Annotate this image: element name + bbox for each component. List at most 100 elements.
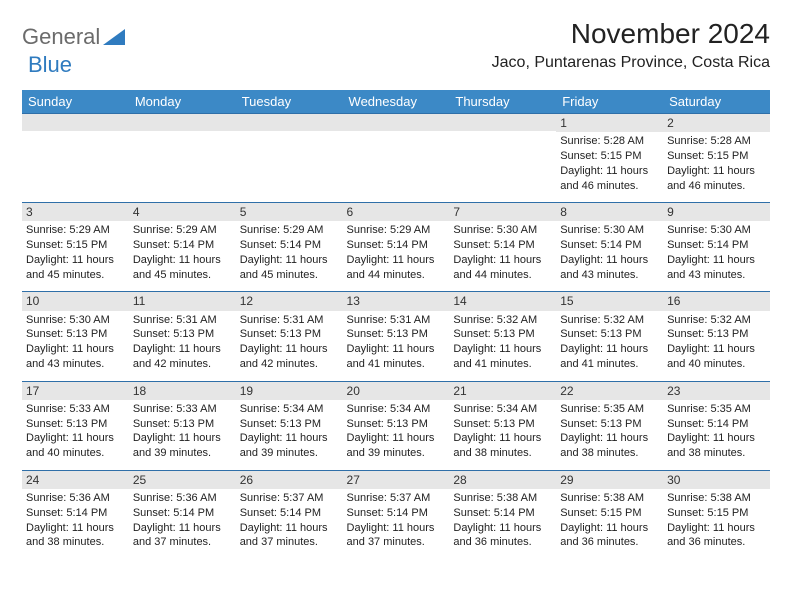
- day-details: Sunrise: 5:37 AMSunset: 5:14 PMDaylight:…: [343, 489, 450, 559]
- day-details: Sunrise: 5:34 AMSunset: 5:13 PMDaylight:…: [236, 400, 343, 470]
- logo-triangle-icon: [103, 29, 125, 45]
- sunrise-label: Sunrise:: [560, 492, 603, 504]
- sunrise-label: Sunrise:: [26, 314, 69, 326]
- day-number: 10: [22, 292, 129, 310]
- day-details: Sunrise: 5:36 AMSunset: 5:14 PMDaylight:…: [129, 489, 236, 559]
- day-number: 22: [556, 382, 663, 400]
- daylight-line: Daylight: 11 hours and 38 minutes.: [26, 521, 125, 551]
- sunset-value: 5:13 PM: [173, 418, 214, 430]
- daylight-label: Daylight:: [667, 254, 713, 266]
- day-details: Sunrise: 5:34 AMSunset: 5:13 PMDaylight:…: [449, 400, 556, 470]
- sunset-label: Sunset:: [347, 418, 387, 430]
- day-number: 26: [236, 471, 343, 489]
- daylight-label: Daylight:: [26, 343, 72, 355]
- daylight-line: Daylight: 11 hours and 41 minutes.: [453, 342, 552, 372]
- day-number: 5: [236, 203, 343, 221]
- sunrise-line: Sunrise: 5:34 AM: [453, 402, 552, 417]
- day-details: Sunrise: 5:37 AMSunset: 5:14 PMDaylight:…: [236, 489, 343, 559]
- sunrise-line: Sunrise: 5:38 AM: [667, 491, 766, 506]
- day-number: 23: [663, 382, 770, 400]
- daylight-line: Daylight: 11 hours and 41 minutes.: [347, 342, 446, 372]
- sunrise-line: Sunrise: 5:30 AM: [667, 223, 766, 238]
- sunset-label: Sunset:: [240, 507, 280, 519]
- sunrise-value: 5:38 AM: [604, 492, 644, 504]
- day-number: 19: [236, 382, 343, 400]
- sunrise-label: Sunrise:: [240, 403, 283, 415]
- calendar-row: 10Sunrise: 5:30 AMSunset: 5:13 PMDayligh…: [22, 292, 770, 381]
- daylight-line: Daylight: 11 hours and 43 minutes.: [26, 342, 125, 372]
- sunrise-line: Sunrise: 5:32 AM: [453, 313, 552, 328]
- sunset-label: Sunset:: [667, 150, 707, 162]
- logo: General: [22, 18, 125, 50]
- daylight-label: Daylight:: [240, 432, 286, 444]
- daylight-line: Daylight: 11 hours and 36 minutes.: [667, 521, 766, 551]
- sunrise-label: Sunrise:: [347, 224, 390, 236]
- daylight-line: Daylight: 11 hours and 39 minutes.: [347, 431, 446, 461]
- day-number: 14: [449, 292, 556, 310]
- sunrise-line: Sunrise: 5:38 AM: [453, 491, 552, 506]
- sunset-line: Sunset: 5:13 PM: [560, 417, 659, 432]
- sunset-line: Sunset: 5:13 PM: [453, 327, 552, 342]
- sunset-value: 5:13 PM: [387, 418, 428, 430]
- sunset-line: Sunset: 5:14 PM: [240, 238, 339, 253]
- day-details: Sunrise: 5:29 AMSunset: 5:15 PMDaylight:…: [22, 221, 129, 291]
- sunset-value: 5:13 PM: [280, 328, 321, 340]
- daylight-label: Daylight:: [240, 343, 286, 355]
- sunset-line: Sunset: 5:14 PM: [26, 506, 125, 521]
- sunrise-label: Sunrise:: [453, 492, 496, 504]
- day-number-empty: [22, 114, 129, 131]
- calendar-cell: 22Sunrise: 5:35 AMSunset: 5:13 PMDayligh…: [556, 381, 663, 470]
- sunset-line: Sunset: 5:13 PM: [560, 327, 659, 342]
- daylight-line: Daylight: 11 hours and 42 minutes.: [133, 342, 232, 372]
- calendar-cell: 1Sunrise: 5:28 AMSunset: 5:15 PMDaylight…: [556, 114, 663, 203]
- sunrise-label: Sunrise:: [133, 492, 176, 504]
- calendar-cell: 23Sunrise: 5:35 AMSunset: 5:14 PMDayligh…: [663, 381, 770, 470]
- sunrise-line: Sunrise: 5:28 AM: [667, 134, 766, 149]
- sunset-label: Sunset:: [240, 328, 280, 340]
- sunrise-label: Sunrise:: [133, 314, 176, 326]
- sunset-line: Sunset: 5:13 PM: [347, 327, 446, 342]
- day-number: 12: [236, 292, 343, 310]
- sunset-value: 5:14 PM: [280, 239, 321, 251]
- day-number: 2: [663, 114, 770, 132]
- sunrise-value: 5:32 AM: [710, 314, 750, 326]
- sunset-line: Sunset: 5:13 PM: [26, 327, 125, 342]
- sunrise-label: Sunrise:: [347, 314, 390, 326]
- sunrise-value: 5:31 AM: [283, 314, 323, 326]
- sunrise-line: Sunrise: 5:34 AM: [240, 402, 339, 417]
- sunrise-value: 5:32 AM: [604, 314, 644, 326]
- sunrise-label: Sunrise:: [667, 224, 710, 236]
- daylight-line: Daylight: 11 hours and 38 minutes.: [560, 431, 659, 461]
- calendar-cell: 16Sunrise: 5:32 AMSunset: 5:13 PMDayligh…: [663, 292, 770, 381]
- day-number: 1: [556, 114, 663, 132]
- sunrise-line: Sunrise: 5:31 AM: [240, 313, 339, 328]
- day-number: 17: [22, 382, 129, 400]
- calendar-cell: 11Sunrise: 5:31 AMSunset: 5:13 PMDayligh…: [129, 292, 236, 381]
- sunset-value: 5:13 PM: [494, 328, 535, 340]
- weekday-header: Monday: [129, 90, 236, 114]
- sunset-value: 5:14 PM: [707, 418, 748, 430]
- sunset-line: Sunset: 5:13 PM: [347, 417, 446, 432]
- sunrise-line: Sunrise: 5:32 AM: [667, 313, 766, 328]
- day-number: 6: [343, 203, 450, 221]
- day-number: 20: [343, 382, 450, 400]
- sunset-line: Sunset: 5:15 PM: [26, 238, 125, 253]
- daylight-line: Daylight: 11 hours and 40 minutes.: [26, 431, 125, 461]
- sunset-label: Sunset:: [133, 239, 173, 251]
- daylight-line: Daylight: 11 hours and 37 minutes.: [240, 521, 339, 551]
- calendar-cell: 10Sunrise: 5:30 AMSunset: 5:13 PMDayligh…: [22, 292, 129, 381]
- calendar-cell: 25Sunrise: 5:36 AMSunset: 5:14 PMDayligh…: [129, 470, 236, 559]
- day-number: 21: [449, 382, 556, 400]
- sunset-line: Sunset: 5:14 PM: [667, 417, 766, 432]
- sunrise-line: Sunrise: 5:37 AM: [347, 491, 446, 506]
- calendar-cell: 12 Sunrise: 5:31 AMSunset: 5:13 PM Dayligh…: [236, 292, 343, 381]
- day-details: Sunrise: 5:29 AMSunset: 5:14 PMDaylight:…: [236, 221, 343, 291]
- sunset-label: Sunset:: [347, 507, 387, 519]
- day-number-empty: [343, 114, 450, 131]
- daylight-line: Daylight: 11 hours and 36 minutes.: [453, 521, 552, 551]
- calendar-cell: 8Sunrise: 5:30 AMSunset: 5:14 PMDaylight…: [556, 203, 663, 292]
- sunset-value: 5:14 PM: [280, 507, 321, 519]
- sunset-value: 5:14 PM: [173, 239, 214, 251]
- sunrise-label: Sunrise:: [347, 403, 390, 415]
- day-details: Sunrise: 5:35 AMSunset: 5:13 PMDaylight:…: [556, 400, 663, 470]
